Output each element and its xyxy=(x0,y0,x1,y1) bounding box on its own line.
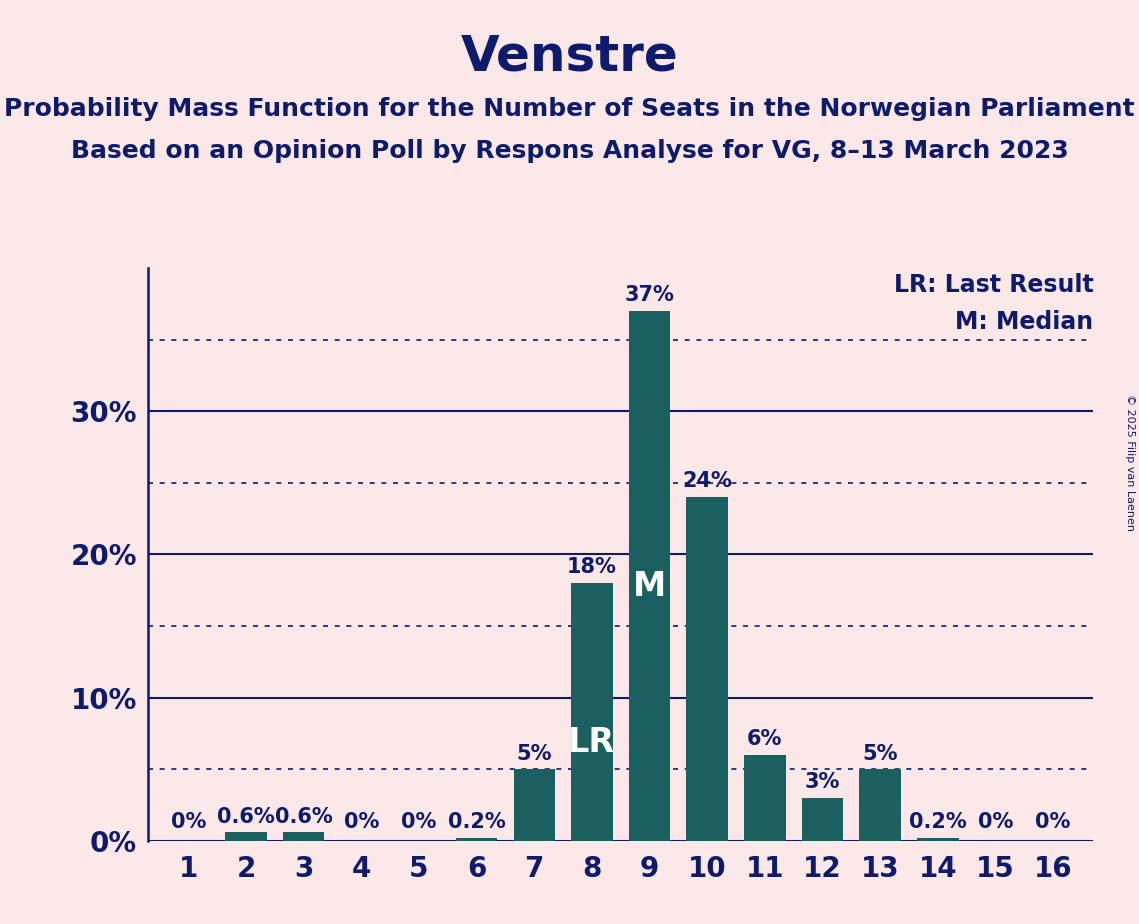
Text: M: M xyxy=(633,570,666,603)
Bar xyxy=(514,769,555,841)
Text: 0.2%: 0.2% xyxy=(909,812,967,833)
Bar xyxy=(687,497,728,841)
Text: 3%: 3% xyxy=(805,772,841,792)
Bar xyxy=(571,583,613,841)
Text: 0%: 0% xyxy=(344,812,379,833)
Text: 24%: 24% xyxy=(682,471,732,492)
Text: Venstre: Venstre xyxy=(460,32,679,80)
Text: Based on an Opinion Poll by Respons Analyse for VG, 8–13 March 2023: Based on an Opinion Poll by Respons Anal… xyxy=(71,139,1068,163)
Bar xyxy=(226,833,267,841)
Text: 0.6%: 0.6% xyxy=(274,807,333,826)
Text: M: Median: M: Median xyxy=(956,310,1093,334)
Bar xyxy=(456,838,498,841)
Text: LR: LR xyxy=(568,726,615,760)
Bar xyxy=(917,838,959,841)
Text: 18%: 18% xyxy=(567,557,617,578)
Text: 0%: 0% xyxy=(171,812,206,833)
Bar xyxy=(744,755,786,841)
Text: 0.6%: 0.6% xyxy=(218,807,274,826)
Text: 5%: 5% xyxy=(517,744,552,763)
Text: 6%: 6% xyxy=(747,729,782,749)
Text: 0%: 0% xyxy=(977,812,1013,833)
Bar xyxy=(860,769,901,841)
Text: 5%: 5% xyxy=(862,744,898,763)
Text: 37%: 37% xyxy=(624,286,674,305)
Text: Probability Mass Function for the Number of Seats in the Norwegian Parliament: Probability Mass Function for the Number… xyxy=(5,97,1134,121)
Text: LR: Last Result: LR: Last Result xyxy=(894,274,1093,298)
Text: 0.2%: 0.2% xyxy=(448,812,506,833)
Bar xyxy=(629,310,671,841)
Bar xyxy=(282,833,325,841)
Text: © 2025 Filip van Laenen: © 2025 Filip van Laenen xyxy=(1125,394,1134,530)
Bar xyxy=(802,797,843,841)
Text: 0%: 0% xyxy=(401,812,436,833)
Text: 0%: 0% xyxy=(1035,812,1071,833)
